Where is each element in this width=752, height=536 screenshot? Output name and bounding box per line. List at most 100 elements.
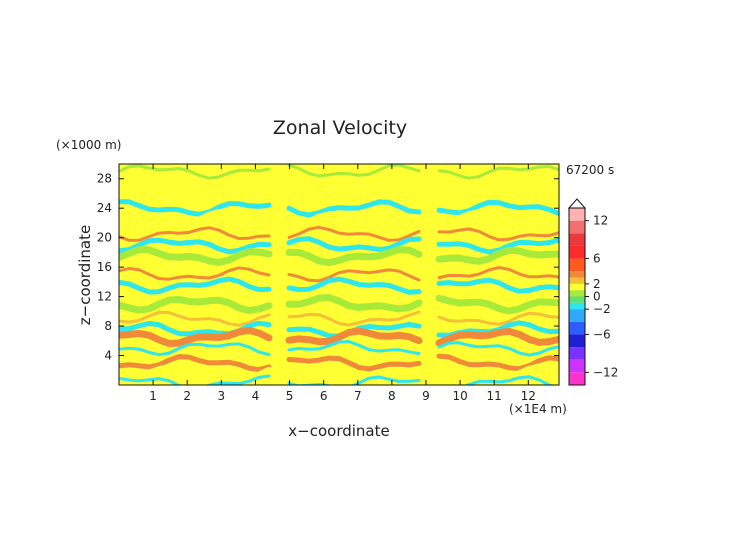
field-band (286, 276, 422, 295)
field-band (285, 294, 423, 313)
x-tick-label: 9 (422, 389, 430, 403)
field-band (437, 227, 559, 242)
field-band (119, 246, 273, 266)
field-band (286, 199, 422, 218)
colorbar-swatch (569, 220, 585, 234)
x-tick-label: 12 (521, 389, 536, 403)
field-band (285, 246, 423, 267)
y-tick-label: 12 (97, 290, 112, 304)
field-band (119, 374, 271, 385)
colorbar-swatch (569, 347, 585, 360)
field-band (436, 199, 559, 217)
colorbar-swatch (569, 245, 585, 259)
colorbar-swatch (569, 271, 585, 278)
colorbar-tick-label: 0 (593, 290, 601, 304)
colorbar-swatch (569, 321, 585, 335)
y-unit-label: (×1000 m) (56, 138, 121, 152)
field-band (119, 326, 273, 347)
y-tick-label: 8 (104, 319, 112, 333)
field-band (287, 375, 421, 385)
y-tick-label: 16 (97, 260, 112, 274)
field-band (435, 208, 559, 228)
x-axis-label: x−coordinate (288, 422, 389, 440)
x-tick-label: 10 (452, 389, 467, 403)
colorbar-tick-label: −2 (593, 302, 611, 316)
y-tick-label: 28 (97, 172, 112, 186)
chart-title: Zonal Velocity (273, 117, 407, 139)
field-band (119, 363, 273, 382)
field-band (286, 355, 422, 372)
colorbar-swatch (569, 302, 585, 310)
colorbar-swatch (569, 334, 585, 348)
x-tick-label: 6 (320, 389, 328, 403)
x-axis: 1 2 3 4 5 6 7 8 9 10 11 12 (149, 164, 536, 403)
field-band (435, 294, 559, 315)
field-band (119, 276, 272, 295)
colorbar-swatch (569, 359, 585, 373)
colorbar-tick-label: 6 (593, 252, 601, 266)
field-band (286, 236, 422, 252)
field-band (119, 226, 271, 242)
x-tick-label: 4 (252, 389, 260, 403)
field-band (287, 164, 421, 178)
x-tick-label: 1 (149, 389, 157, 403)
field-band (437, 266, 559, 280)
colorbar-swatch (569, 233, 585, 246)
x-tick-label: 11 (487, 389, 502, 403)
field-band (119, 199, 272, 217)
velocity-field (119, 164, 559, 385)
x-tick-label: 5 (286, 389, 294, 403)
x-unit-label: (×1E4 m) (509, 402, 567, 416)
colorbar-swatch (569, 208, 585, 221)
field-band (287, 340, 421, 356)
field-band (435, 327, 559, 347)
colorbar-tick-label: 2 (593, 277, 601, 291)
x-tick-label: 3 (218, 389, 226, 403)
x-tick-label: 8 (388, 389, 396, 403)
colorbar-swatch (569, 258, 585, 272)
field-band (119, 342, 271, 357)
field-band (119, 296, 273, 315)
field-band (287, 310, 421, 327)
field-band (285, 365, 423, 384)
field-band (287, 268, 421, 283)
colorbar-swatch (569, 277, 585, 284)
time-label: 67200 s (566, 163, 614, 177)
field-band (119, 310, 271, 327)
colorbar-swatch (569, 283, 585, 291)
field-background (119, 164, 559, 385)
field-band (438, 375, 555, 385)
field-band (287, 225, 421, 242)
colorbar-tick-label: 12 (593, 214, 608, 228)
field-band (285, 211, 423, 229)
field-band (437, 311, 559, 326)
field-band (435, 363, 559, 383)
field-band (435, 246, 559, 265)
y-axis: 4 8 12 16 20 24 28 (97, 172, 559, 363)
colorbar-swatch (569, 372, 585, 385)
x-tick-label: 2 (183, 389, 191, 403)
y-tick-label: 4 (104, 349, 112, 363)
field-band (436, 277, 559, 294)
field-band (119, 266, 271, 281)
colorbar-swatch (569, 309, 585, 322)
field-band (119, 208, 273, 228)
colorbar-arrow (567, 198, 587, 209)
field-band (119, 354, 272, 373)
colorbar: 12 6 20−2 −6 −12 (567, 198, 618, 386)
field-band (119, 164, 271, 180)
y-axis-label: z−coordinate (76, 225, 94, 325)
field-band (285, 327, 423, 346)
field-band (436, 353, 559, 372)
plot-frame (118, 163, 560, 386)
colorbar-tick-label: −6 (593, 327, 611, 341)
field-band (437, 341, 559, 357)
colorbar-swatch (569, 296, 585, 303)
y-tick-label: 24 (97, 201, 112, 215)
y-tick-label: 20 (97, 231, 112, 245)
colorbar-tick-label: −12 (593, 365, 618, 379)
field-band (437, 165, 559, 180)
x-tick-label: 7 (354, 389, 362, 403)
